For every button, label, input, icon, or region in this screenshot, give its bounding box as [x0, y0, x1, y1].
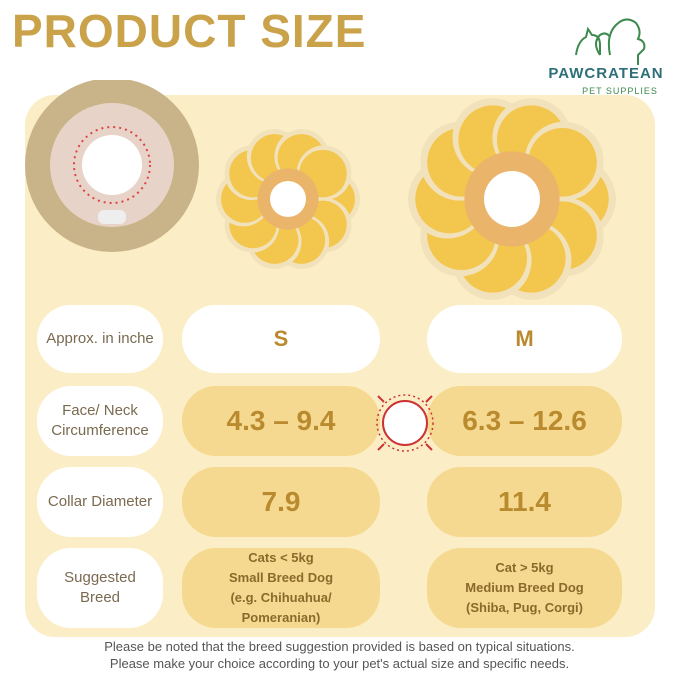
- size-value: 7.9: [182, 467, 380, 537]
- title: PRODUCT SIZE: [12, 5, 367, 57]
- flower-part: [270, 181, 306, 217]
- breed-line: Cats < 5kg: [248, 550, 314, 565]
- row-label: Approx. in inche: [37, 305, 163, 373]
- size-header: M: [427, 305, 622, 373]
- size-value: 11.4: [427, 467, 622, 537]
- size-value: 6.3 – 12.6: [427, 386, 622, 456]
- footnote-line: Please be noted that the breed suggestio…: [104, 639, 575, 654]
- row-label: Face/ Neck Circumference: [37, 386, 163, 456]
- breed-line: Cat > 5kg: [495, 560, 554, 575]
- breed-cell: Cat > 5kg Medium Breed Dog (Shiba, Pug, Co…: [427, 548, 622, 628]
- breed-line: (e.g. Chihuahua/: [230, 590, 332, 605]
- product-images: [25, 80, 616, 300]
- footnote: Please be noted that the breed suggestio…: [0, 638, 679, 672]
- brand-name: PAWCRATEAN: [548, 65, 663, 82]
- row-label: Suggested Breed: [37, 548, 163, 628]
- breed-line: Medium Breed Dog: [465, 580, 584, 595]
- breed-cell: Cats < 5kg Small Breed Dog (e.g. Chihuahua…: [182, 548, 380, 628]
- brand-tagline: PET SUPPLIES: [582, 86, 658, 96]
- logo: PAWCRATEAN PET SUPPLIES: [548, 18, 663, 96]
- size-value: 4.3 – 9.4: [182, 386, 380, 456]
- footnote-line: Please make your choice according to you…: [109, 656, 570, 671]
- breed-line: Small Breed Dog: [228, 570, 334, 585]
- breed-line: Pomeranian): [241, 610, 321, 625]
- breed-line: (Shiba, Pug, Corgi): [466, 600, 583, 615]
- size-header: S: [182, 305, 380, 373]
- flower-part: [484, 171, 540, 227]
- row-label: Collar Diameter: [37, 467, 163, 537]
- circumference-icon: [376, 394, 434, 452]
